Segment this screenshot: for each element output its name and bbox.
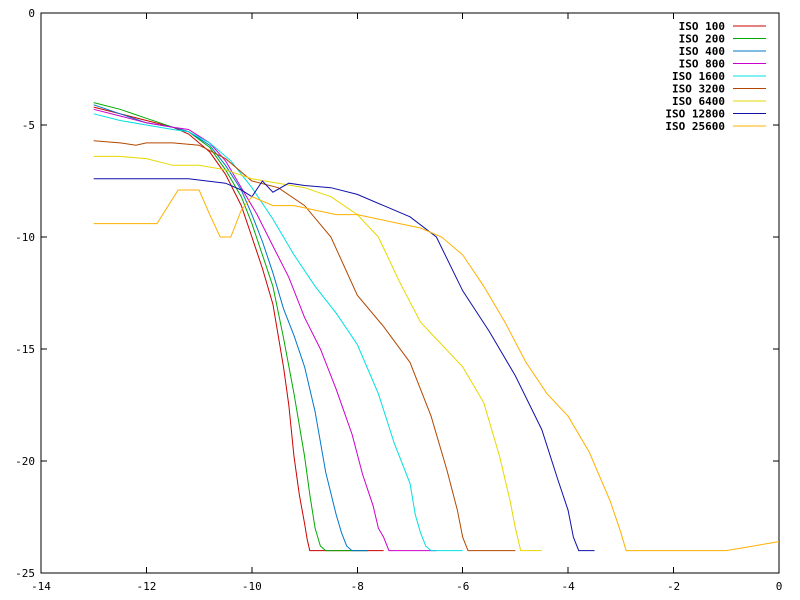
legend-label: ISO 1600 <box>672 70 725 83</box>
legend-label: ISO 25600 <box>665 120 725 133</box>
y-tick-label: -10 <box>15 231 35 244</box>
series-line-iso-100 <box>93 106 384 552</box>
legend-label: ISO 12800 <box>665 108 725 121</box>
x-tick-label: 0 <box>776 580 783 593</box>
legend-label: ISO 800 <box>679 58 725 71</box>
y-tick-label: -20 <box>15 455 35 468</box>
plot-area-frame <box>40 12 780 574</box>
axis-ticks: -14 -12 -10 -8 -6 -4 -2 00-5-10-15-20-25 <box>15 7 782 593</box>
series-line-iso-25600 <box>93 189 780 552</box>
series-line-iso-800 <box>93 108 437 552</box>
legend-label: ISO 400 <box>679 45 725 58</box>
x-tick-label: -14 <box>31 580 51 593</box>
y-tick-label: -5 <box>22 119 35 132</box>
x-tick-label: -12 <box>136 580 156 593</box>
series-lines <box>93 102 780 552</box>
x-tick-label: -8 <box>351 580 364 593</box>
legend-label: ISO 100 <box>679 20 725 33</box>
legend-label: ISO 3200 <box>672 83 725 96</box>
series-line-iso-3200 <box>93 140 516 552</box>
series-line-iso-12800 <box>93 178 595 552</box>
legend-label: ISO 6400 <box>672 95 725 108</box>
x-tick-label: -10 <box>242 580 262 593</box>
x-tick-label: -6 <box>456 580 469 593</box>
x-tick-label: -4 <box>562 580 576 593</box>
y-tick-label: -25 <box>15 567 35 580</box>
y-tick-label: 0 <box>28 7 35 20</box>
series-line-iso-400 <box>93 104 368 552</box>
series-line-iso-6400 <box>93 155 542 552</box>
legend-label: ISO 200 <box>679 33 725 46</box>
y-tick-label: -15 <box>15 343 35 356</box>
x-tick-label: -2 <box>667 580 680 593</box>
series-line-iso-1600 <box>93 113 463 552</box>
